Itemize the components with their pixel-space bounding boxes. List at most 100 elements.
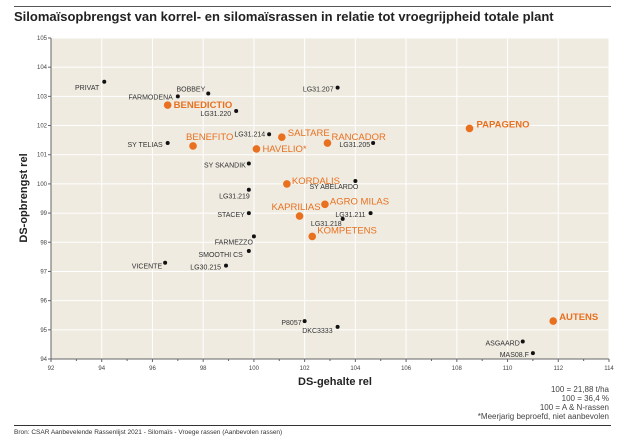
point-marker (246, 161, 251, 166)
data-point-lg31-205: LG31.205 (339, 141, 376, 149)
point-marker (165, 141, 170, 146)
data-point-benedictio: BENEDICTIO (163, 100, 232, 111)
y-tick-label: 102 (37, 124, 48, 130)
point-marker (295, 212, 304, 220)
point-label: LG31.211 (335, 212, 365, 219)
point-label: DKC3333 (302, 328, 332, 335)
point-label: HAVELIO* (262, 144, 306, 155)
point-marker (278, 133, 286, 142)
data-point-bobbey: BOBBEY (176, 86, 211, 96)
point-marker (308, 232, 317, 241)
point-label: FARMEZZO (215, 239, 254, 246)
data-point-mas08-f: MAS08.F (500, 351, 535, 359)
y-tick-label: 97 (40, 269, 47, 275)
point-marker (465, 124, 474, 133)
point-label: P8057 (281, 320, 301, 327)
y-axis-label: DS-opbrengst rel (18, 153, 30, 242)
data-point-lg31-220: LG31.220 (200, 108, 239, 118)
data-point-kordalis: KORDALIS (283, 176, 340, 188)
point-label: AUTENS (559, 312, 598, 323)
x-tick-label: 96 (149, 366, 156, 372)
plot-background (51, 38, 609, 359)
data-point-stacey: STACEY (217, 211, 251, 219)
point-label: KAPRILIAS (271, 202, 320, 213)
x-tick-label: 114 (604, 366, 614, 372)
point-marker (224, 263, 229, 268)
point-label: STACEY (217, 212, 245, 219)
notes: 100 = 21,88 t/ha 100 = 36,4 % 100 = A & … (478, 385, 609, 421)
point-marker (323, 139, 332, 147)
point-marker (353, 178, 358, 183)
point-label: MAS08.F (500, 352, 529, 359)
point-label: BOBBEY (176, 86, 205, 93)
point-label: SALTARE (288, 128, 330, 139)
y-tick-label: 104 (37, 65, 48, 71)
point-label: BENEFITO (186, 132, 233, 143)
point-marker (520, 339, 525, 344)
point-marker (340, 216, 345, 221)
point-marker (251, 234, 256, 239)
y-tick-label: 103 (37, 94, 48, 100)
data-point-sy-abelardo: SY ABELARDO (309, 178, 359, 191)
x-tick-label: 102 (300, 366, 311, 372)
y-tick-label: 100 (37, 182, 48, 188)
x-tick-label: 92 (48, 366, 55, 372)
point-label: RANCADOR (331, 132, 386, 143)
point-marker (246, 249, 251, 254)
point-label: LG30.215 (190, 265, 221, 272)
y-tick-label: 96 (40, 299, 47, 305)
point-marker (246, 211, 251, 216)
point-label: ASGAARD (486, 340, 520, 347)
data-point-autens: AUTENS (549, 312, 598, 325)
y-tick-label: 101 (37, 153, 48, 159)
chart-title: Silomaïsopbrengst van korrel- en silomaï… (14, 9, 554, 24)
point-marker (530, 351, 535, 356)
point-label: VICENTE (132, 264, 163, 271)
note-asterisk: *Meerjarig beproefd, niet aanbevolen (477, 412, 609, 421)
data-point-benefito: BENEFITO (186, 132, 233, 150)
data-point-lg31-214: LG31.214 (234, 131, 272, 138)
data-point-privat: PRIVAT (75, 79, 107, 92)
point-marker (267, 132, 272, 137)
point-marker (252, 145, 261, 153)
y-tick-label: 98 (40, 240, 47, 246)
x-tick-label: 112 (553, 366, 563, 372)
point-marker (206, 91, 211, 96)
data-point-kaprilias: KAPRILIAS (271, 202, 321, 220)
data-point-saltare: SALTARE (278, 128, 330, 142)
point-label: LG31.205 (339, 142, 370, 149)
point-marker (246, 187, 251, 192)
point-marker (321, 200, 329, 209)
data-point-lg31-207: LG31.207 (303, 85, 340, 94)
point-label: AGRO MILAS (330, 196, 389, 207)
point-label: SY SKANDIK (204, 162, 246, 169)
x-tick-label: 98 (200, 366, 207, 372)
point-marker (234, 108, 239, 113)
x-axis-label: DS-gehalte rel (298, 376, 372, 388)
data-point-agro-milas: AGRO MILAS (321, 196, 389, 209)
point-label: PAPAGENO (477, 119, 530, 130)
data-point-lg31-219: LG31.219 (219, 187, 251, 201)
point-marker (283, 180, 291, 188)
data-point-asgaard: ASGAARD (486, 339, 525, 347)
y-tick-label: 95 (40, 328, 47, 334)
data-point-smoothi-cs: SMOOTHI CS (198, 249, 251, 259)
top-rule (14, 6, 611, 7)
data-point-lg31-211: LG31.211 (335, 211, 373, 219)
data-point-dkc3333: DKC3333 (302, 324, 340, 335)
point-label: SMOOTHI CS (198, 252, 243, 259)
point-label: LG31.219 (219, 194, 250, 201)
point-marker (368, 211, 373, 216)
data-point-p8057: P8057 (281, 319, 307, 327)
note-yield-reference: 100 = 21,88 t/ha (550, 385, 609, 394)
point-marker (302, 319, 307, 324)
y-tick-label: 105 (37, 36, 48, 42)
point-label: LG31.218 (311, 221, 342, 228)
data-point-rancador: RANCADOR (323, 132, 386, 147)
data-point-sy-telias: SY TELIAS (128, 141, 170, 149)
data-point-papageno: PAPAGENO (465, 119, 530, 133)
y-tick-label: 99 (40, 211, 47, 217)
point-label: SY TELIAS (128, 142, 163, 149)
note-ds-reference: 100 = 36,4 % (561, 394, 609, 403)
